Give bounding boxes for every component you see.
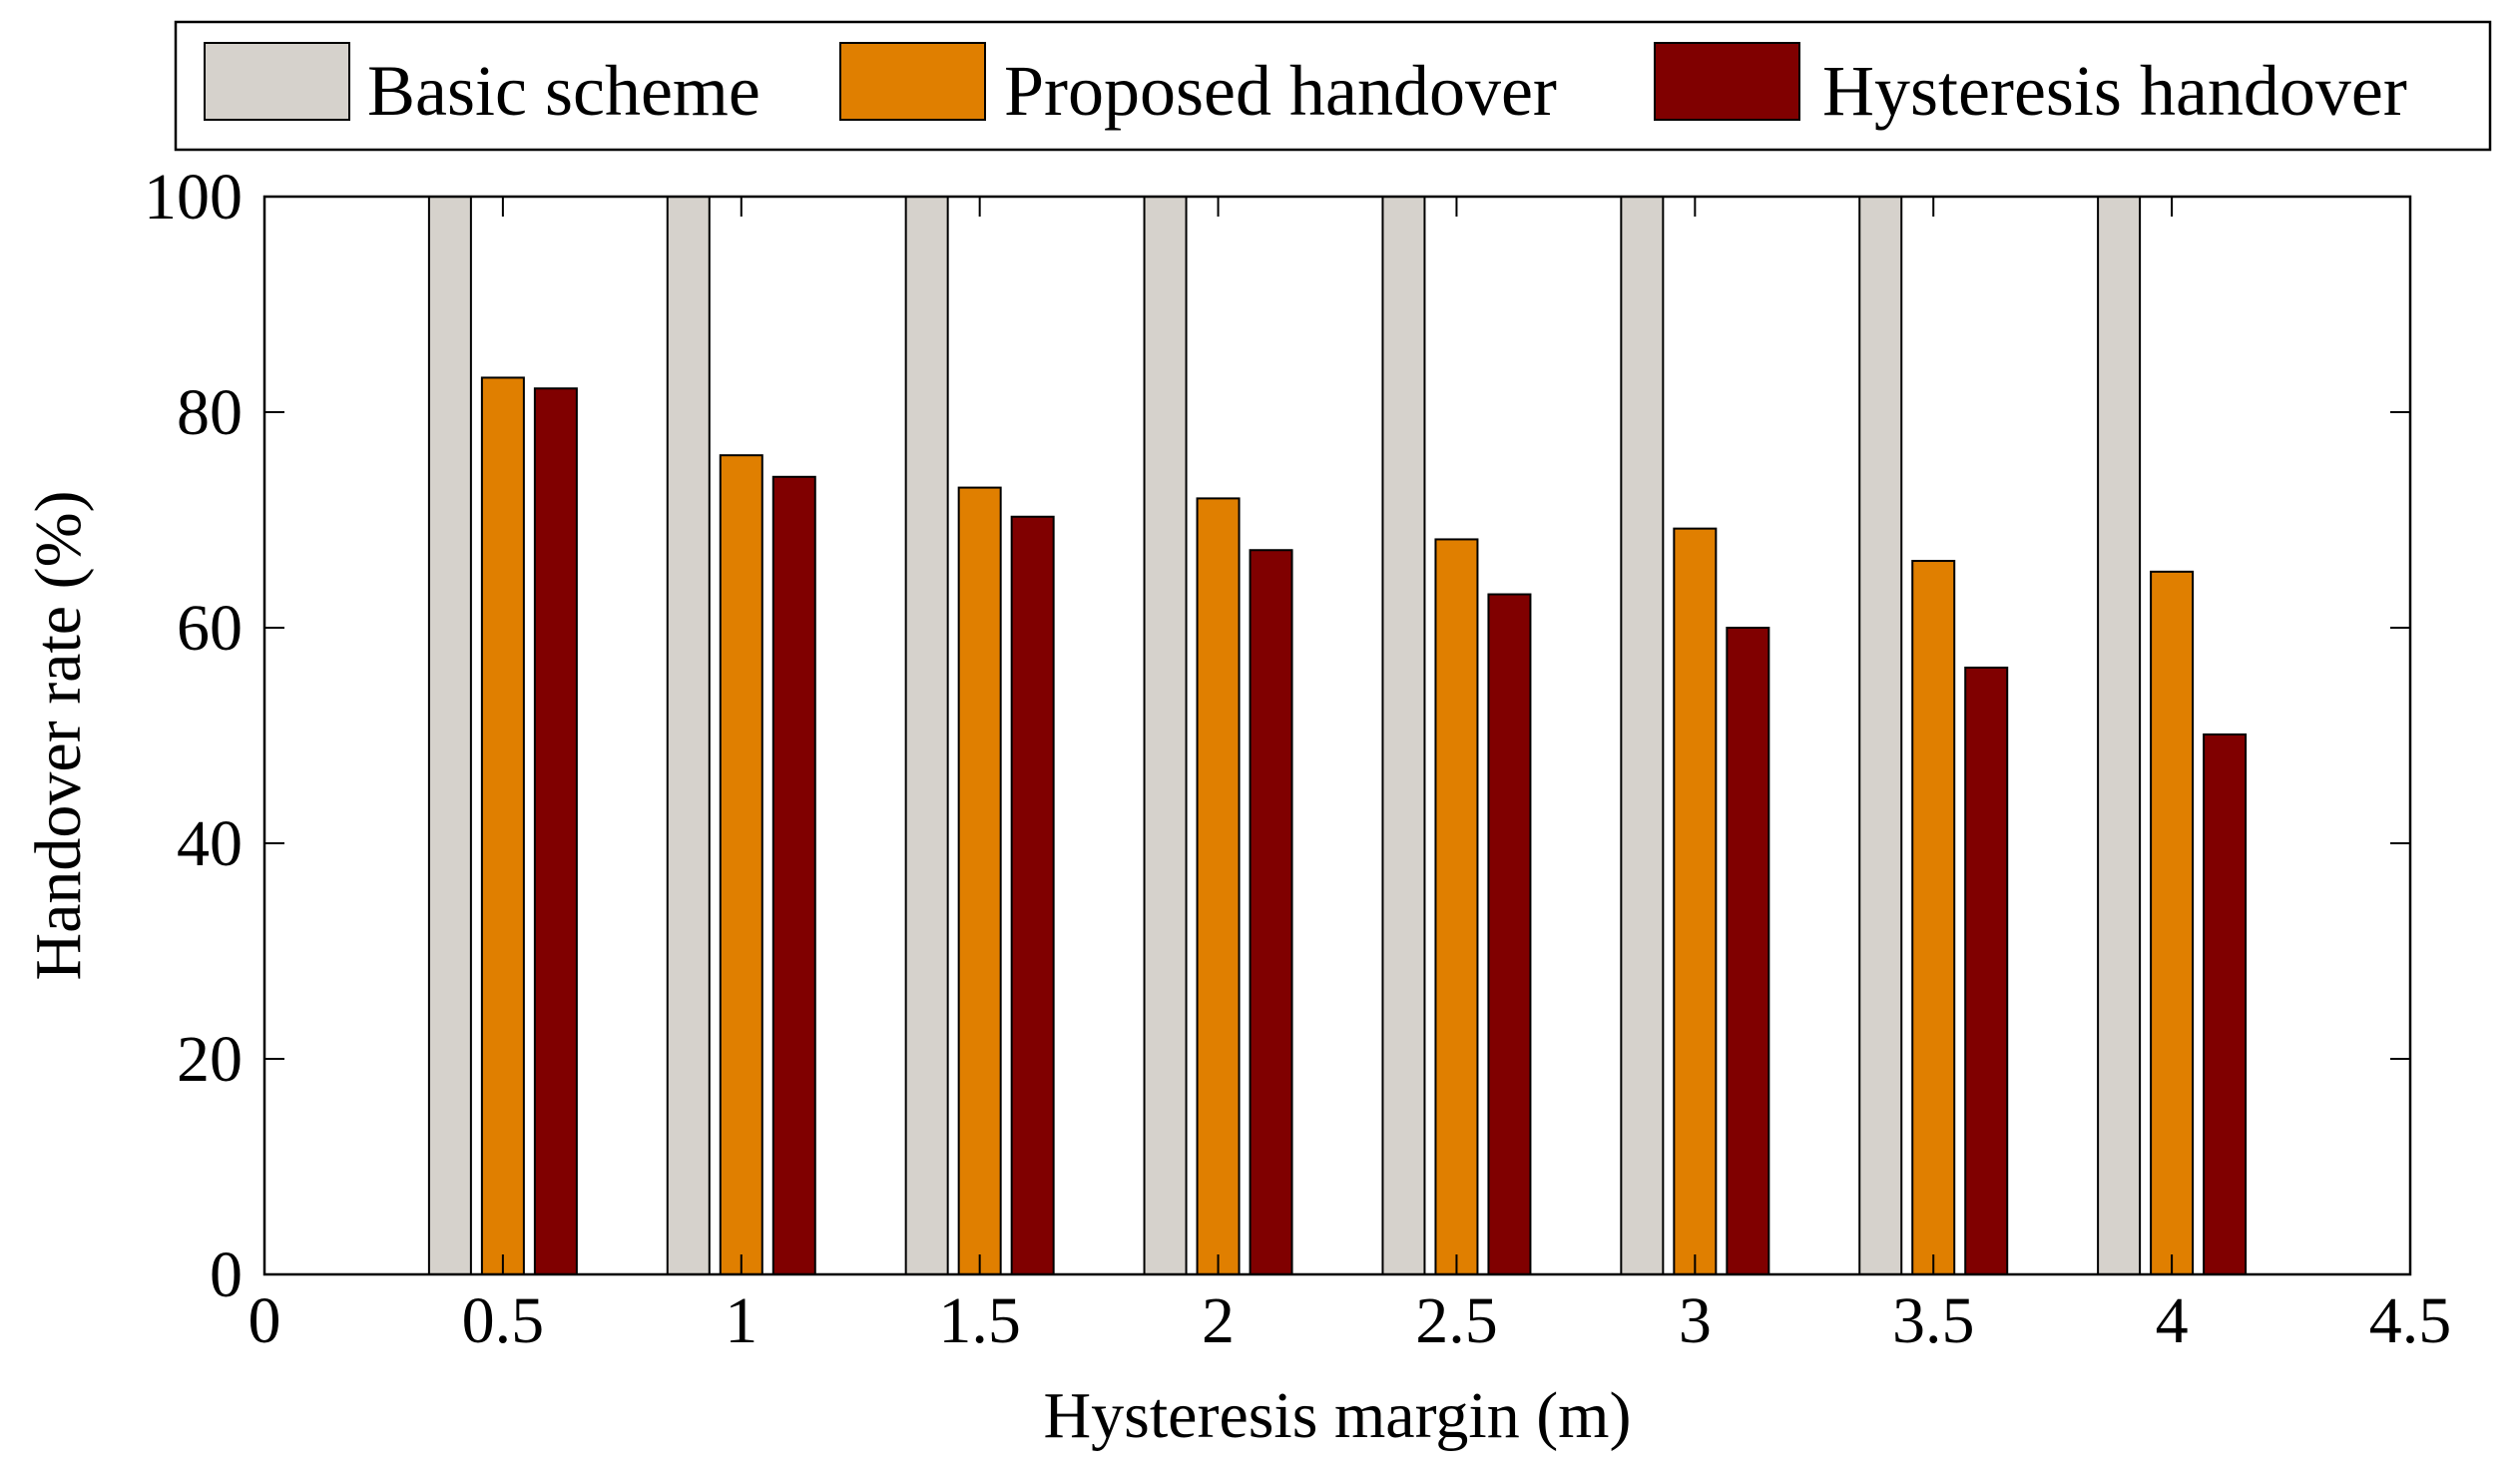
legend-label: Hysteresis handover (1822, 51, 2407, 131)
legend-label: Proposed handover (1004, 51, 1557, 131)
bar-hysteresis-handover-0 (533, 387, 578, 1275)
legend-swatch-hysteresis-handover (1654, 42, 1800, 121)
bar-proposed-handover-4 (1434, 538, 1479, 1275)
y-tick-label: 0 (210, 1238, 243, 1311)
bar-proposed-handover-0 (480, 376, 525, 1275)
bar-proposed-handover-3 (1196, 497, 1241, 1275)
bar-basic-scheme-5 (1620, 196, 1665, 1275)
bar-basic-scheme-1 (666, 196, 711, 1275)
bar-hysteresis-handover-6 (1964, 666, 2009, 1275)
bar-basic-scheme-6 (1858, 196, 1903, 1275)
bar-proposed-handover-1 (719, 454, 763, 1275)
x-tick-label: 4.5 (2369, 1284, 2452, 1357)
bar-basic-scheme-0 (427, 196, 472, 1275)
bar-hysteresis-handover-3 (1249, 549, 1293, 1275)
bar-hysteresis-handover-1 (771, 475, 816, 1275)
x-axis-label: Hysteresis margin (m) (1043, 1379, 1631, 1452)
legend-label: Basic scheme (367, 51, 760, 131)
y-tick-label: 20 (177, 1023, 243, 1096)
axis-ticks: 0 0.5 1 1.5 2 2.5 3 3.5 4 4.5 0 20 40 60 80 100 (144, 161, 2451, 1357)
bar-hysteresis-handover-4 (1487, 593, 1532, 1275)
legend-box (174, 20, 2492, 152)
x-tick-label: 2 (1202, 1284, 1235, 1357)
x-tick-label: 1 (725, 1284, 757, 1357)
y-tick-label: 60 (177, 592, 243, 665)
x-tick-label: 4 (2156, 1284, 2189, 1357)
x-tick-label: 1.5 (938, 1284, 1021, 1357)
bar-hysteresis-handover-7 (2203, 733, 2248, 1275)
bar-basic-scheme-7 (2097, 196, 2142, 1275)
bar-proposed-handover-7 (2150, 570, 2195, 1275)
legend-swatch-proposed-handover (839, 42, 986, 121)
y-tick-label: 40 (177, 807, 243, 880)
bar-hysteresis-handover-5 (1726, 627, 1770, 1275)
bar-proposed-handover-6 (1911, 560, 1956, 1275)
bar-hysteresis-handover-2 (1010, 515, 1055, 1275)
legend-swatch-basic-scheme (204, 42, 350, 121)
plot-frame (262, 195, 2412, 1276)
bar-proposed-handover-5 (1673, 527, 1718, 1275)
x-tick-label: 0.5 (462, 1284, 545, 1357)
legend: Basic scheme Proposed handover Hysteresis … (174, 20, 2492, 152)
x-tick-label: 0 (249, 1284, 281, 1357)
bars-group (427, 196, 2248, 1276)
y-tick-label: 100 (144, 161, 243, 234)
y-axis-label: Handover rate (%) (22, 490, 95, 980)
x-tick-label: 3 (1679, 1284, 1712, 1357)
bar-proposed-handover-2 (957, 486, 1002, 1276)
x-tick-label: 2.5 (1415, 1284, 1498, 1357)
bar-basic-scheme-2 (904, 196, 949, 1275)
y-tick-label: 80 (177, 376, 243, 449)
bar-basic-scheme-4 (1381, 196, 1426, 1275)
bar-basic-scheme-3 (1143, 196, 1188, 1275)
x-tick-label: 3.5 (1892, 1284, 1975, 1357)
